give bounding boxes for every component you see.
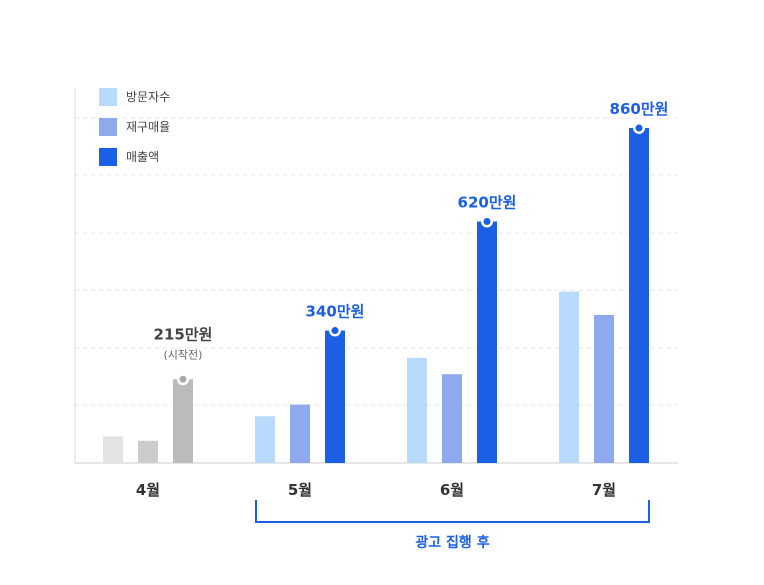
bar-revenue [173, 379, 193, 463]
bracket-line [255, 500, 650, 523]
bar-repurchase [594, 314, 614, 463]
bar-revenue [325, 330, 345, 463]
bar-visitors [559, 291, 579, 463]
x-tick-label: 5월 [288, 481, 312, 499]
bar-repurchase [138, 440, 158, 463]
bar-repurchase [442, 374, 462, 463]
legend-swatch [99, 148, 117, 166]
legend-label: 방문자수 [126, 90, 170, 104]
value-marker-dot [331, 327, 339, 335]
x-tick-label: 7월 [592, 481, 616, 499]
value-marker-dot [483, 217, 491, 225]
value-marker-dot [179, 375, 187, 383]
legend-label: 매출액 [126, 150, 159, 164]
bar-revenue [477, 221, 497, 463]
value-label: 860만원 [610, 100, 669, 118]
bar-visitors [255, 416, 275, 463]
value-sublabel: (시작전) [164, 348, 203, 361]
legend-label: 재구매율 [126, 120, 170, 134]
bar-repurchase [290, 404, 310, 463]
legend-swatch [99, 88, 117, 106]
value-label: 340만원 [306, 303, 365, 321]
legend-swatch [99, 118, 117, 136]
bracket-label: 광고 집행 후 [415, 534, 489, 551]
value-label: 620만원 [458, 193, 517, 211]
x-tick-label: 4월 [136, 481, 160, 499]
bar-revenue [629, 128, 649, 463]
bar-visitors [407, 357, 427, 463]
value-label: 215만원 [154, 325, 213, 343]
bar-visitors [103, 436, 123, 463]
x-tick-label: 6월 [440, 481, 464, 499]
value-marker-dot [635, 124, 643, 132]
